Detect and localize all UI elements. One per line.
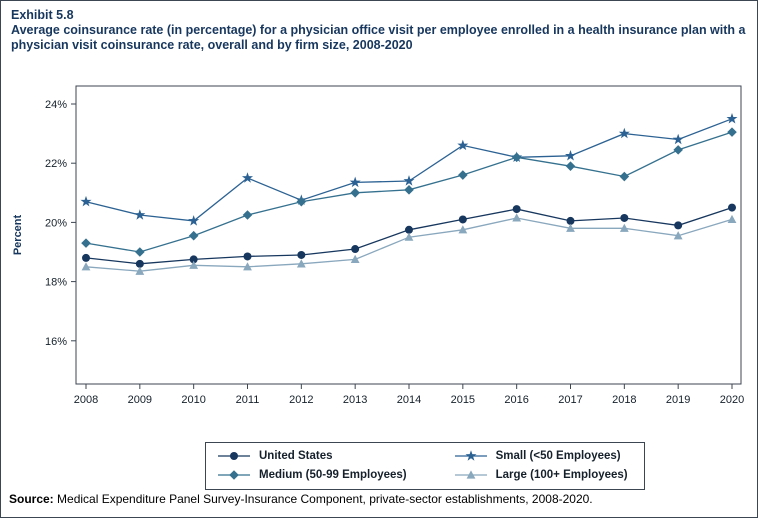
source-label: Source: [9, 492, 54, 506]
legend-item-large-firms: Large (100+ Employees) [453, 467, 628, 483]
series-large-100-employees- [81, 213, 737, 275]
series-united-states [82, 203, 736, 268]
x-tick-label: 2013 [343, 394, 367, 406]
exhibit-label: Exhibit 5.8 [11, 8, 74, 22]
x-tick-label: 2016 [504, 394, 528, 406]
chart-title: Average coinsurance rate (in percentage)… [11, 23, 746, 52]
legend-label: Small (<50 Employees) [495, 450, 621, 462]
line-chart: 16% 18% 20% 22% 24% 2008 2009 2010 2011 2012 2013 2… [12, 85, 744, 406]
legend-item-medium-firms: Medium (50-99 Employees) [216, 467, 407, 483]
large-firms-triangle-marker-icon [454, 470, 487, 479]
legend-item-small-firms: Small (<50 Employees) [453, 448, 628, 464]
small-firms-star-marker-icon [454, 450, 487, 461]
source-text: Medical Expenditure Panel Survey-Insuran… [53, 492, 593, 506]
x-tick-label: 2018 [612, 394, 636, 406]
x-tick-label: 2019 [666, 394, 690, 406]
x-tick-label: 2014 [397, 394, 421, 406]
x-tick-label: 2008 [74, 394, 98, 406]
y-tick-label: 16% [45, 336, 67, 348]
x-tick-label: 2009 [128, 394, 152, 406]
medium-firms-diamond-marker-icon [218, 470, 250, 480]
legend-label: Large (100+ Employees) [495, 469, 628, 481]
legend-item-united-states: United States [216, 448, 407, 464]
united-states-line-marker-icon [218, 452, 250, 460]
y-tick-label: 24% [45, 99, 67, 111]
y-tick-label: 20% [45, 217, 67, 229]
y-axis-title: Percent [12, 214, 24, 255]
y-tick-label: 18% [45, 277, 67, 289]
chart-legend: United States Small (<50 Employees) Medi… [205, 442, 645, 490]
source-note: Source: Medical Expenditure Panel Survey… [9, 492, 593, 506]
title-block: Exhibit 5.8 Average coinsurance rate (in… [11, 8, 751, 53]
x-tick-label: 2017 [558, 394, 582, 406]
legend-label: Medium (50-99 Employees) [259, 469, 407, 481]
x-tick-label: 2020 [720, 394, 744, 406]
y-tick-label: 22% [45, 158, 67, 170]
series-medium-50-99-employees- [81, 127, 737, 257]
x-tick-label: 2011 [236, 394, 260, 406]
x-tick-label: 2015 [451, 394, 475, 406]
x-tick-label: 2010 [181, 394, 205, 406]
legend-label: United States [259, 450, 333, 462]
x-tick-label: 2012 [289, 394, 313, 406]
